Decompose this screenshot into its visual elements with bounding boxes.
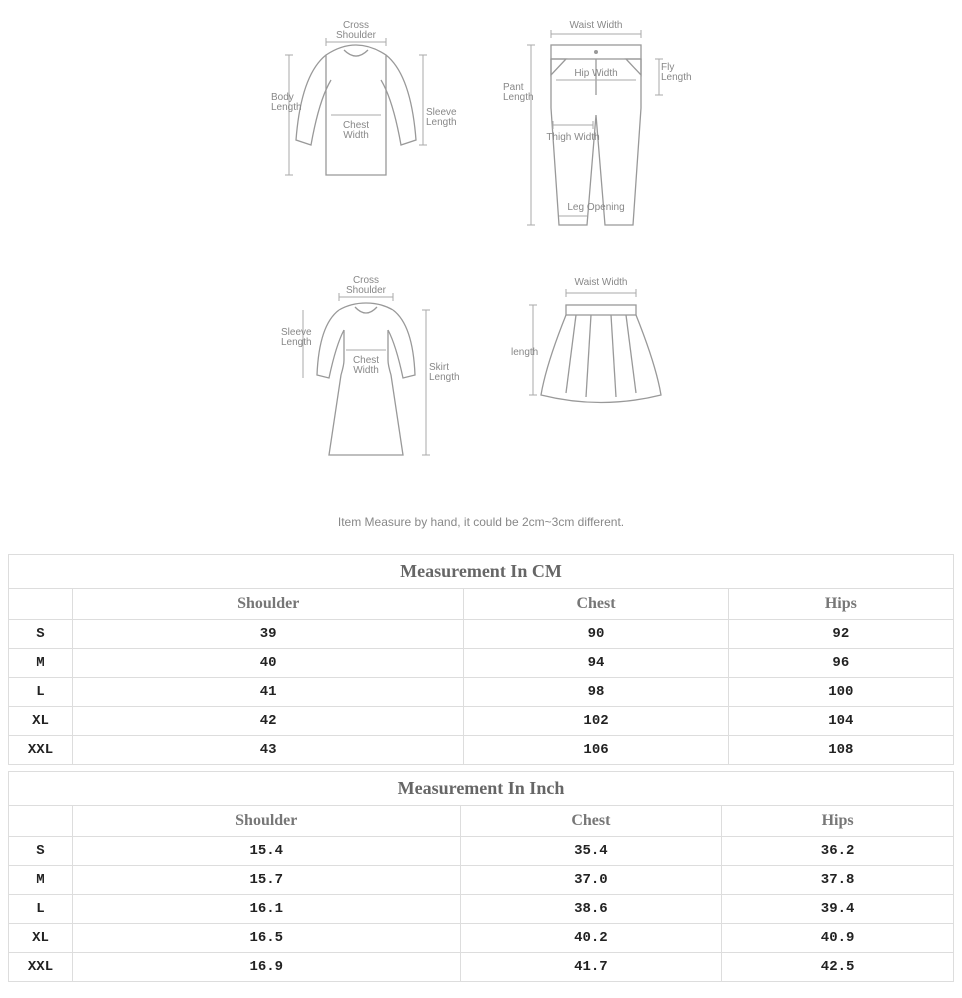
inch-col-shoulder: Shoulder bbox=[73, 806, 461, 837]
inch-col-hips: Hips bbox=[722, 806, 954, 837]
svg-text:SleeveLength: SleeveLength bbox=[426, 107, 457, 128]
cm-col-size bbox=[9, 589, 73, 620]
svg-text:SkirtLength: SkirtLength bbox=[429, 362, 460, 383]
svg-text:ChestWidth: ChestWidth bbox=[353, 355, 379, 376]
table-row: M 40 94 96 bbox=[9, 649, 954, 678]
svg-text:BodyLength: BodyLength bbox=[271, 92, 302, 113]
inch-title: Measurement In Inch bbox=[9, 772, 954, 806]
table-row: XXL 16.9 41.7 42.5 bbox=[9, 953, 954, 982]
svg-text:CrossShoulder: CrossShoulder bbox=[346, 275, 387, 296]
svg-text:length: length bbox=[511, 347, 538, 358]
svg-text:CrossShoulder: CrossShoulder bbox=[336, 20, 377, 41]
table-row: L 16.1 38.6 39.4 bbox=[9, 895, 954, 924]
svg-text:Leg Opening: Leg Opening bbox=[567, 202, 624, 213]
measurement-diagrams: CrossShoulder BodyLength ChestWidth Slee… bbox=[0, 0, 962, 554]
svg-text:SleeveLength: SleeveLength bbox=[281, 327, 312, 348]
svg-text:Waist Width: Waist Width bbox=[575, 277, 628, 288]
table-row: XL 42 102 104 bbox=[9, 707, 954, 736]
svg-text:FlyLength: FlyLength bbox=[661, 62, 692, 83]
svg-text:Hip Width: Hip Width bbox=[574, 68, 617, 79]
cm-col-hips: Hips bbox=[728, 589, 953, 620]
svg-text:ChestWidth: ChestWidth bbox=[343, 120, 369, 141]
cm-header-row: Shoulder Chest Hips bbox=[9, 589, 954, 620]
size-tables: Measurement In CM Shoulder Chest Hips S … bbox=[0, 554, 962, 998]
inch-col-size bbox=[9, 806, 73, 837]
diagram-row-2: CrossShoulder SleeveLength ChestWidth Sk… bbox=[281, 275, 681, 480]
table-row: S 15.4 35.4 36.2 bbox=[9, 837, 954, 866]
inch-header-row: Shoulder Chest Hips bbox=[9, 806, 954, 837]
measurement-note: Item Measure by hand, it could be 2cm~3c… bbox=[338, 515, 624, 529]
svg-text:PantLength: PantLength bbox=[503, 82, 534, 103]
skirt-diagram: Waist Width length bbox=[511, 275, 681, 480]
svg-text:Waist Width: Waist Width bbox=[570, 20, 623, 31]
inch-col-chest: Chest bbox=[460, 806, 722, 837]
inch-table: Measurement In Inch Shoulder Chest Hips … bbox=[8, 771, 954, 982]
cm-col-chest: Chest bbox=[464, 589, 728, 620]
pants-diagram: Waist Width Hip Width PantLength FlyLeng… bbox=[501, 20, 691, 255]
diagram-row-1: CrossShoulder BodyLength ChestWidth Slee… bbox=[271, 20, 691, 255]
table-row: L 41 98 100 bbox=[9, 678, 954, 707]
table-row: XL 16.5 40.2 40.9 bbox=[9, 924, 954, 953]
svg-text:Thigh Width: Thigh Width bbox=[546, 132, 599, 143]
table-row: XXL 43 106 108 bbox=[9, 736, 954, 765]
top-diagram: CrossShoulder BodyLength ChestWidth Slee… bbox=[271, 20, 441, 255]
cm-title: Measurement In CM bbox=[9, 555, 954, 589]
table-row: S 39 90 92 bbox=[9, 620, 954, 649]
table-row: M 15.7 37.0 37.8 bbox=[9, 866, 954, 895]
dress-diagram: CrossShoulder SleeveLength ChestWidth Sk… bbox=[281, 275, 451, 480]
cm-col-shoulder: Shoulder bbox=[73, 589, 464, 620]
cm-table: Measurement In CM Shoulder Chest Hips S … bbox=[8, 554, 954, 765]
